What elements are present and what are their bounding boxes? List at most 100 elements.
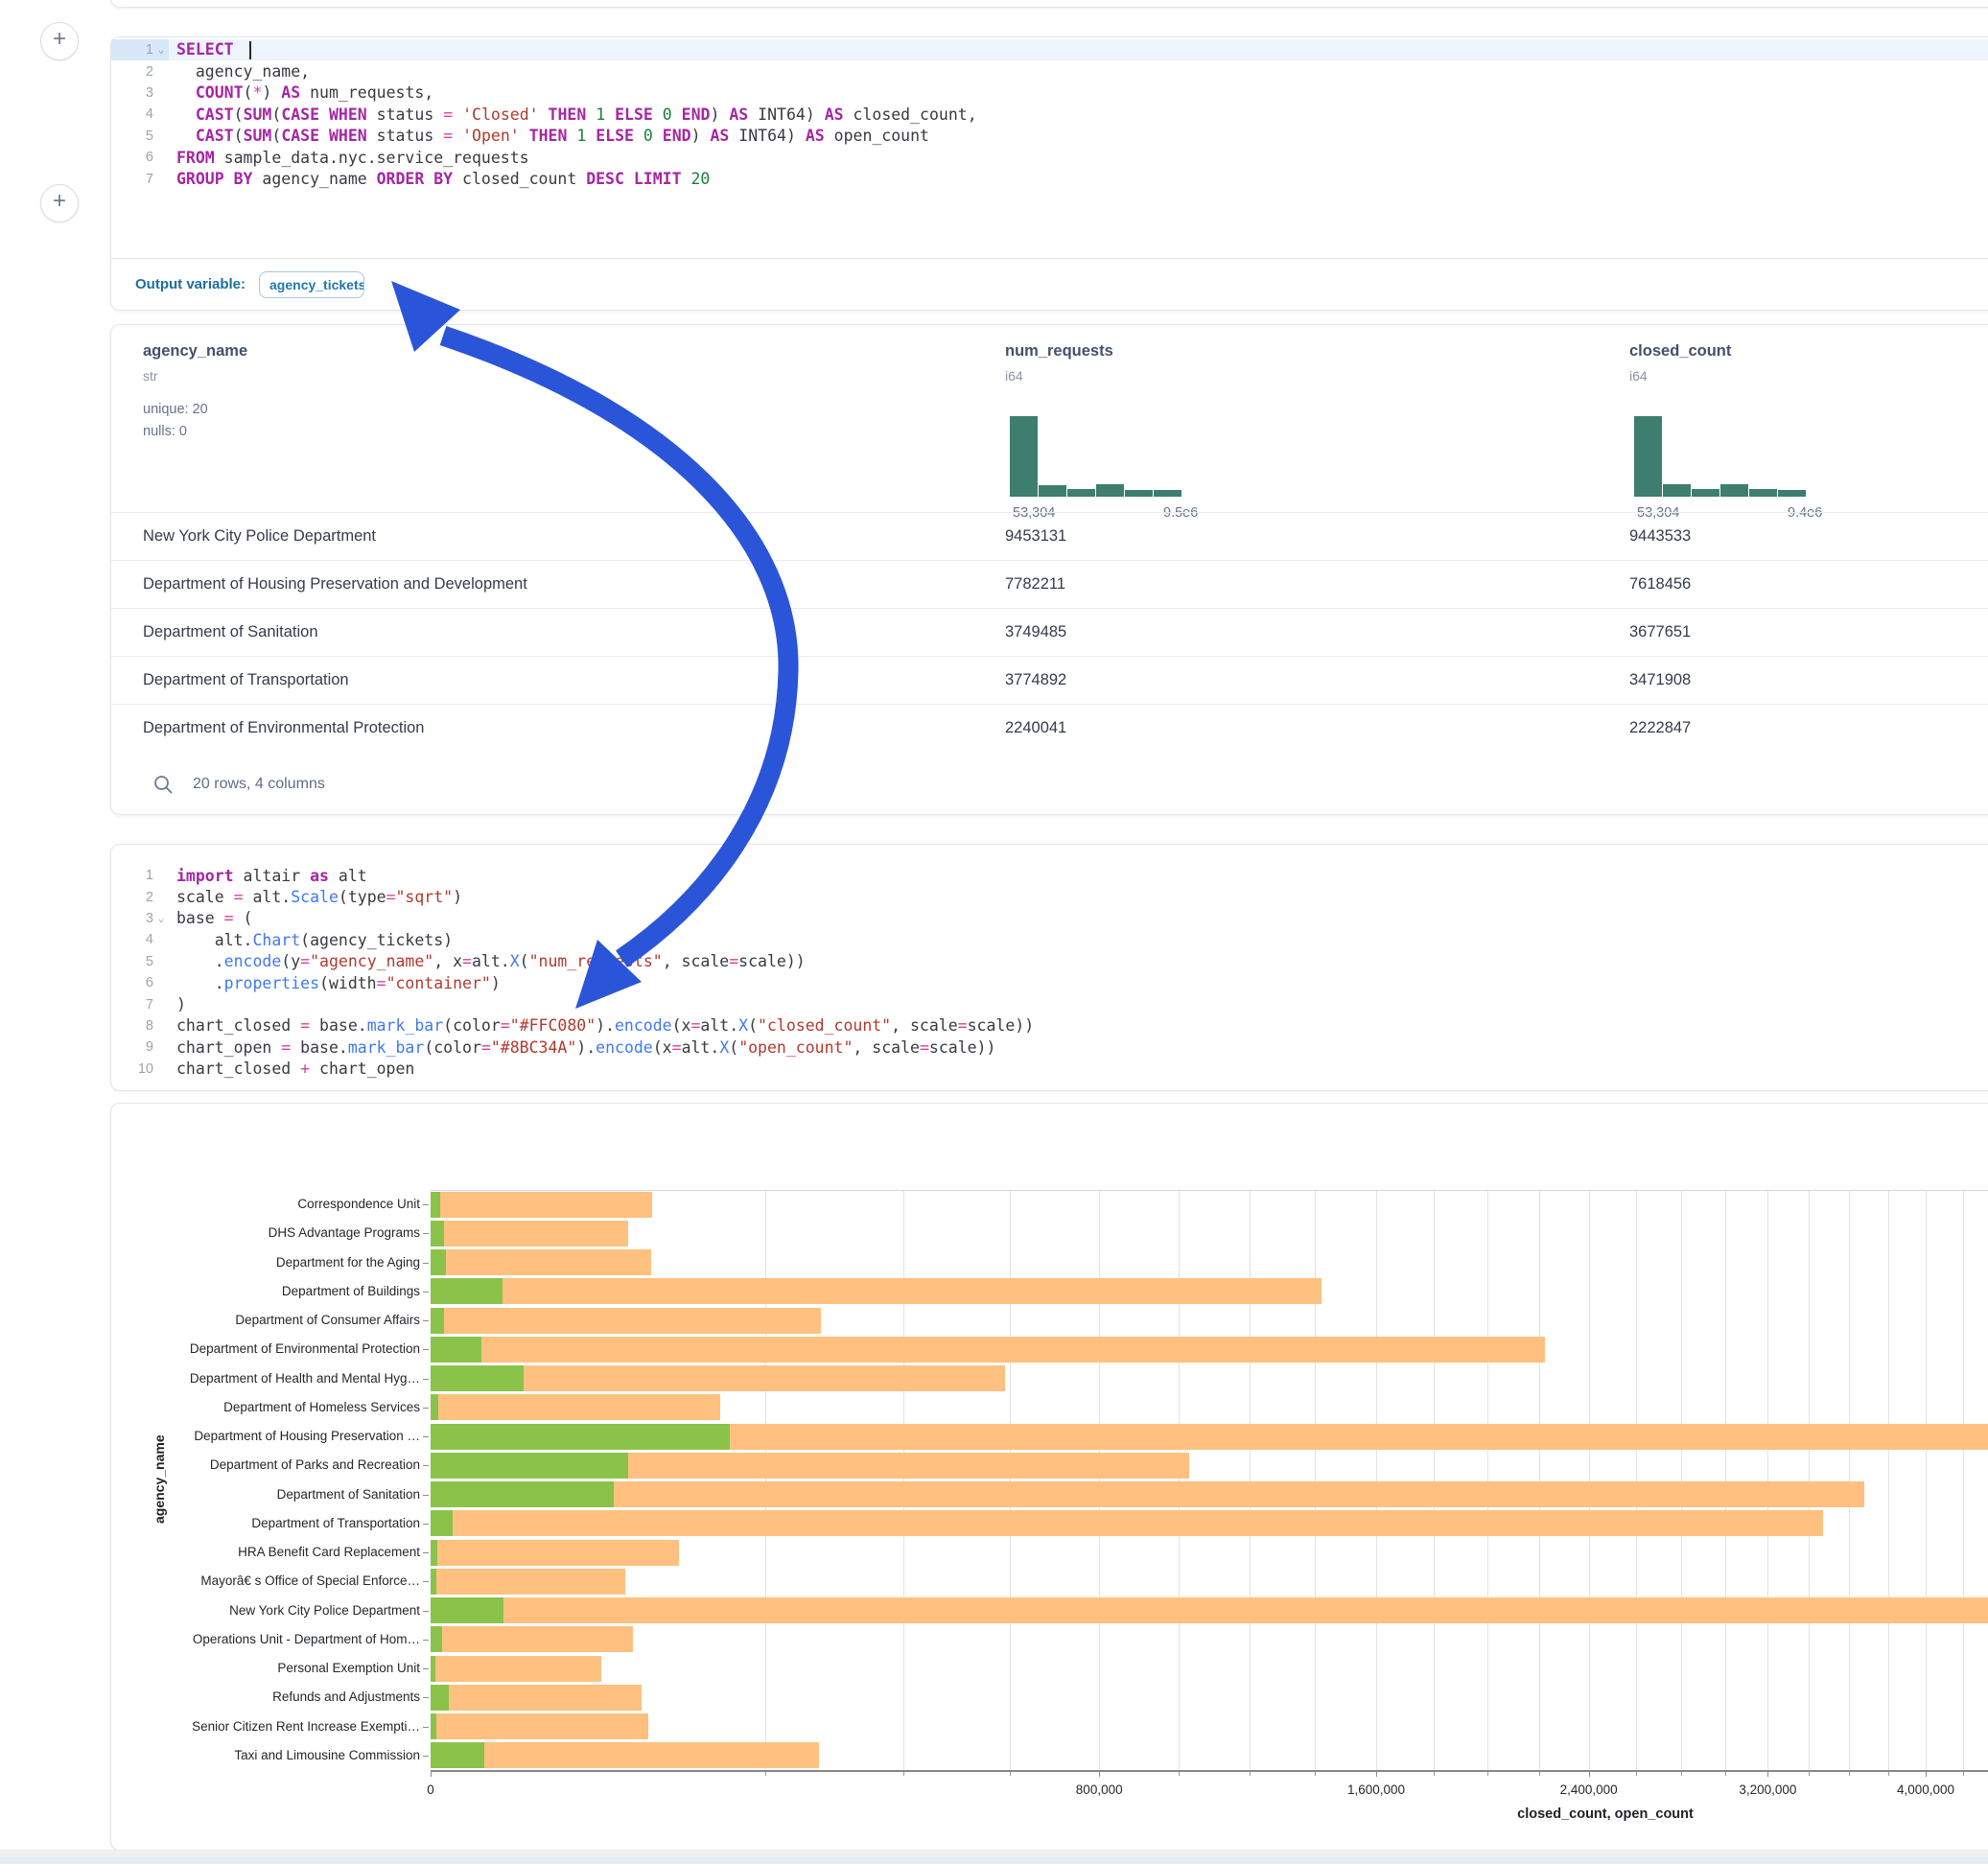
table-cell: 9443533 bbox=[1629, 527, 1692, 545]
histogram-bin bbox=[1778, 490, 1806, 497]
histogram-bin bbox=[1154, 490, 1181, 497]
sql-code-editor[interactable]: 1 ⌄ SELECT 2 agency_name, 3 COUNT(*) AS num… bbox=[111, 39, 1988, 190]
y-axis-tick bbox=[423, 1523, 429, 1525]
x-axis-tick bbox=[1376, 1772, 1377, 1777]
table-cell: 3749485 bbox=[1005, 623, 1067, 641]
output-variable-chip[interactable]: agency_tickets bbox=[259, 270, 365, 298]
gridline bbox=[1178, 1190, 1180, 1770]
column-header-closed_count: closed_count bbox=[1629, 342, 1732, 360]
table-row: Department of Sanitation 3749485 3677651 bbox=[111, 608, 1988, 656]
code-line: 4 alt.Chart(agency_tickets) bbox=[111, 929, 1988, 950]
x-axis-tick-label: 800,000 bbox=[1075, 1782, 1123, 1797]
bar-open bbox=[431, 1191, 440, 1218]
bar-open bbox=[431, 1481, 614, 1508]
code-line: 2 agency_name, bbox=[111, 60, 1988, 82]
gridline bbox=[1725, 1190, 1727, 1770]
histogram-bin bbox=[1010, 416, 1038, 497]
table-cell: New York City Police Department bbox=[143, 527, 377, 545]
x-axis-title: closed_count, open_count bbox=[1517, 1806, 1694, 1822]
line-number: 8 bbox=[145, 1017, 153, 1034]
bar-open bbox=[431, 1220, 444, 1247]
bar-open bbox=[431, 1336, 481, 1363]
x-axis-minor-tick bbox=[1887, 1772, 1889, 1776]
bar-open bbox=[431, 1539, 437, 1566]
x-axis-tick-label: 2,400,000 bbox=[1559, 1782, 1618, 1797]
line-number: 5 bbox=[145, 953, 153, 969]
x-axis-minor-tick bbox=[1635, 1772, 1637, 1776]
result-table-card: agency_name str unique: 20 nulls: 0 num_requ… bbox=[110, 324, 1988, 815]
gridline bbox=[1887, 1190, 1889, 1770]
table-cell: 7782211 bbox=[1005, 575, 1066, 593]
bar-open bbox=[431, 1713, 436, 1740]
code-line: 9 chart_open = base.mark_bar(color="#8BC3… bbox=[111, 1037, 1988, 1058]
line-number: 7 bbox=[145, 171, 153, 187]
code-line: 2 scale = alt.Scale(type="sqrt") bbox=[111, 886, 1988, 907]
table-row: Department of Housing Preservation and D… bbox=[111, 560, 1988, 608]
gridline bbox=[764, 1190, 766, 1770]
column-header-agency_name: agency_name bbox=[143, 342, 248, 360]
add-cell-button-top[interactable]: + bbox=[40, 22, 79, 60]
code-line: 6 FROM sample_data.nyc.service_requests bbox=[111, 147, 1988, 168]
x-axis-minor-tick bbox=[1539, 1772, 1541, 1776]
bar-closed bbox=[431, 1626, 633, 1653]
line-number: 1 bbox=[145, 42, 153, 58]
x-axis-minor-tick bbox=[1178, 1772, 1180, 1776]
y-axis-tick bbox=[423, 1581, 429, 1583]
x-axis-line bbox=[431, 1770, 1988, 1772]
code-line: 1 import altair as alt bbox=[111, 865, 1988, 886]
y-axis-tick bbox=[423, 1262, 429, 1264]
code-line: 6 .properties(width="container") bbox=[111, 972, 1988, 993]
table-dimensions-text: 20 rows, 4 columns bbox=[193, 776, 325, 792]
y-axis-label: HRA Benefit Card Replacement bbox=[238, 1545, 420, 1560]
y-axis-tick bbox=[423, 1494, 429, 1496]
column-agency_name: unique: 20 bbox=[143, 402, 208, 417]
y-axis-label: Personal Exemption Unit bbox=[277, 1661, 420, 1676]
y-axis-label: Mayorâ€ s Office of Special Enforce… bbox=[200, 1573, 420, 1589]
gridline bbox=[1588, 1190, 1590, 1770]
histogram-bin bbox=[1720, 484, 1748, 497]
table-row: Department of Environmental Protection 22… bbox=[111, 704, 1988, 752]
column-header-num_requests: num_requests bbox=[1005, 342, 1113, 360]
gridline bbox=[1009, 1190, 1011, 1770]
x-axis-minor-tick bbox=[764, 1772, 766, 1776]
bar-closed bbox=[431, 1249, 651, 1276]
search-icon[interactable] bbox=[152, 774, 174, 795]
table-cell: Department of Environmental Protection bbox=[143, 719, 425, 736]
y-axis-tick bbox=[423, 1552, 429, 1554]
fold-chevron-icon[interactable]: ⌄ bbox=[157, 43, 165, 57]
gridline bbox=[1539, 1190, 1541, 1770]
bar-closed bbox=[431, 1191, 653, 1218]
gridline bbox=[1681, 1190, 1683, 1770]
y-axis-label: Department of Health and Mental Hyg… bbox=[189, 1370, 420, 1386]
x-axis-tick bbox=[1767, 1772, 1769, 1777]
x-axis-tick bbox=[431, 1772, 432, 1777]
python-code-editor[interactable]: 1 import altair as alt 2 scale = alt.Scale(… bbox=[111, 865, 1988, 1080]
table-cell: 2240041 bbox=[1005, 719, 1067, 736]
add-cell-button-middle[interactable]: + bbox=[40, 184, 79, 222]
bar-open bbox=[431, 1626, 443, 1653]
y-axis-tick bbox=[423, 1639, 429, 1641]
histogram-bin bbox=[1096, 484, 1124, 497]
line-number: 10 bbox=[137, 1060, 153, 1077]
column-num_requests: i64 bbox=[1005, 368, 1023, 384]
previous-cell-edge bbox=[110, 0, 1988, 8]
x-axis-minor-tick bbox=[1962, 1772, 1964, 1776]
y-axis-tick bbox=[423, 1726, 429, 1728]
x-axis-minor-tick bbox=[1487, 1772, 1489, 1776]
x-axis-minor-tick bbox=[903, 1772, 904, 1776]
x-axis-minor-tick bbox=[1315, 1772, 1317, 1776]
table-footer: 20 rows, 4 columns bbox=[111, 755, 1988, 814]
table-cell: 3677651 bbox=[1629, 623, 1692, 641]
bar-open bbox=[431, 1423, 730, 1450]
line-number: 9 bbox=[145, 1039, 153, 1056]
bar-closed bbox=[431, 1597, 1988, 1624]
x-axis-tick-label: 0 bbox=[427, 1782, 434, 1797]
fold-chevron-icon[interactable]: ⌄ bbox=[157, 911, 165, 924]
bar-closed bbox=[431, 1278, 1321, 1305]
line-number: 1 bbox=[145, 868, 153, 884]
gridline bbox=[903, 1190, 904, 1770]
gridline bbox=[1767, 1190, 1769, 1770]
y-axis-tick bbox=[423, 1233, 429, 1235]
column-agency_name: str bbox=[143, 368, 158, 384]
